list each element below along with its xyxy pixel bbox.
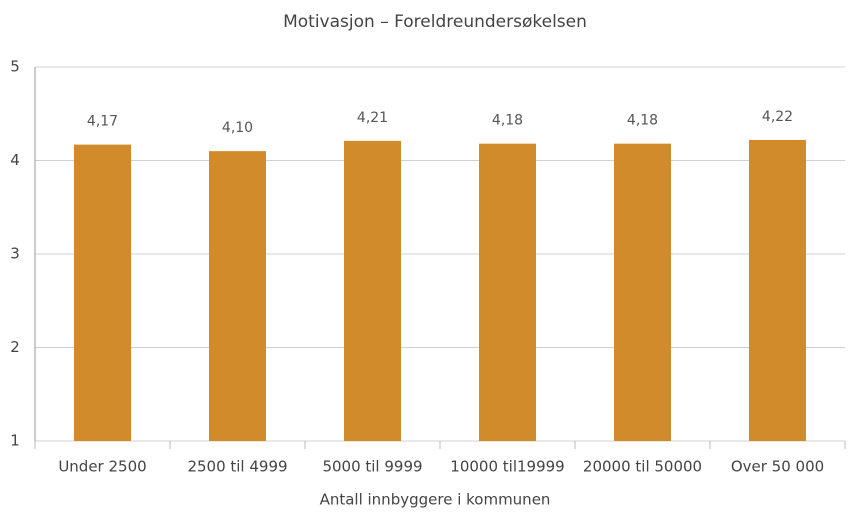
x-tick-label: Under 2500: [58, 458, 146, 476]
y-tick-label: 1: [10, 432, 20, 450]
data-label: 4,21: [357, 110, 388, 126]
data-label: 4,18: [627, 113, 658, 129]
y-tick-label: 5: [10, 58, 20, 76]
bar: [479, 143, 536, 442]
x-tick-label: 2500 til 4999: [187, 458, 287, 476]
data-label: 4,18: [492, 113, 523, 129]
bar: [74, 144, 131, 442]
data-label: 4,22: [762, 109, 793, 125]
y-tick-label: 3: [10, 245, 20, 263]
x-tick-label: 20000 til 50000: [583, 458, 702, 476]
x-tick-label: 5000 til 9999: [322, 458, 422, 476]
bar: [344, 140, 401, 442]
bar: [614, 143, 671, 442]
x-tick-label: 10000 til19999: [450, 458, 564, 476]
data-label: 4,10: [222, 120, 253, 136]
chart-title: Motivasjon – Foreldreundersøkelsen: [283, 12, 587, 32]
data-label: 4,17: [87, 114, 118, 130]
x-axis-label: Antall innbyggere i kommunen: [320, 491, 551, 509]
y-tick-label: 4: [10, 151, 20, 169]
bar: [749, 139, 806, 441]
bar: [209, 151, 266, 441]
x-tick-label: Over 50 000: [731, 458, 824, 476]
y-tick-label: 2: [10, 338, 20, 356]
